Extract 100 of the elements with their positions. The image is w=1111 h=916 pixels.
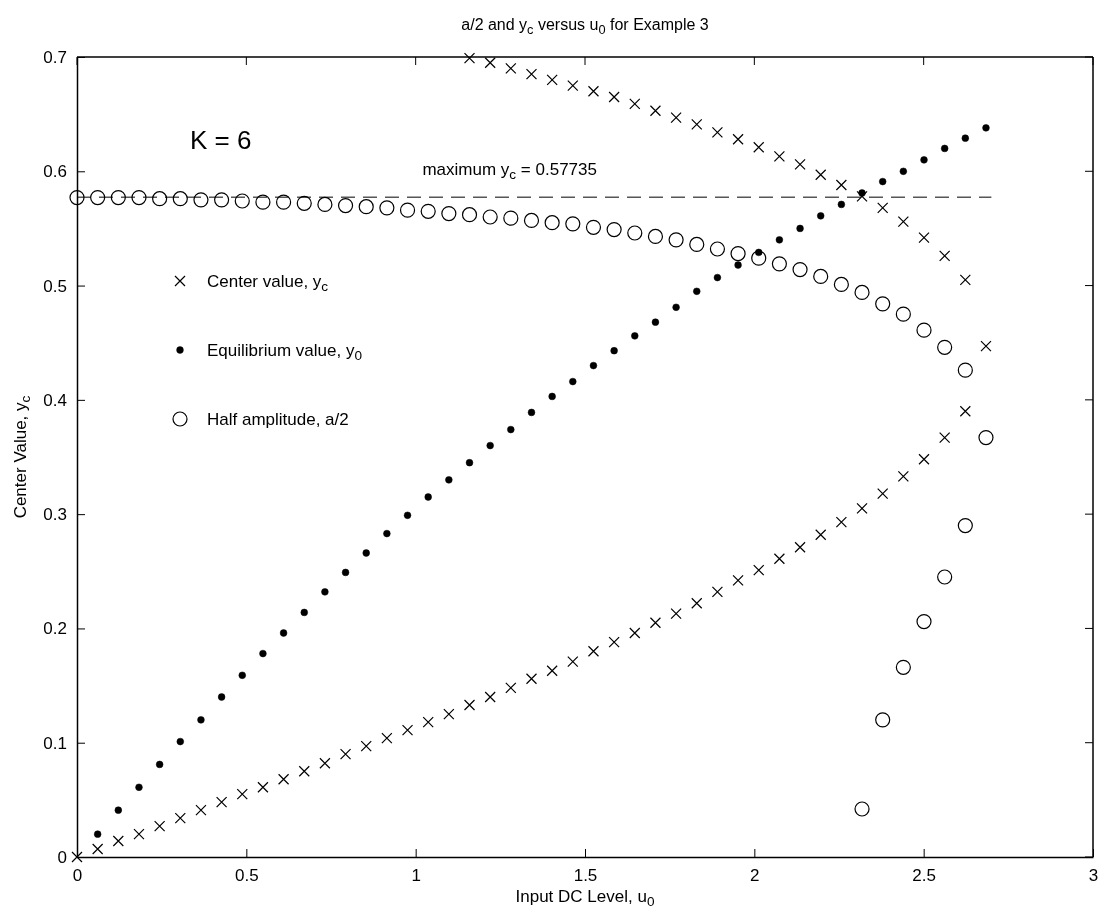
point <box>771 256 787 272</box>
chart-title: a/2 and y$_{c}$ versus u$_{0}$ for Example 3 <box>461 16 709 37</box>
point <box>606 221 622 238</box>
point <box>796 224 804 233</box>
point <box>875 296 891 312</box>
point <box>937 339 953 355</box>
point <box>176 737 184 746</box>
y-tick-label: 0 <box>57 847 67 867</box>
point <box>730 245 746 262</box>
point <box>461 207 478 223</box>
point <box>647 228 664 245</box>
y-tick-label: 0.4 <box>43 390 67 410</box>
point <box>337 197 354 214</box>
y-tick-label: 0.2 <box>43 619 67 639</box>
point <box>631 332 639 340</box>
y-tick-label: 0.1 <box>43 733 67 753</box>
point <box>813 268 829 285</box>
ref-line-label: maximum y$_{c}$ = 0.57735 <box>422 160 597 183</box>
point <box>420 203 436 219</box>
x-tick-label: 0.5 <box>235 866 259 886</box>
point <box>503 210 519 226</box>
point <box>527 408 536 417</box>
point <box>854 801 870 817</box>
point <box>114 806 122 814</box>
point <box>197 716 205 724</box>
point <box>358 199 374 215</box>
point <box>858 189 866 197</box>
point <box>668 232 684 248</box>
point <box>672 303 680 311</box>
point <box>94 830 102 838</box>
point <box>424 493 432 501</box>
point <box>259 649 267 658</box>
point <box>548 392 556 401</box>
point <box>837 200 846 209</box>
y-tick-label: 0.5 <box>43 276 67 296</box>
point <box>217 693 226 701</box>
y-tick-label: 0.6 <box>43 162 67 182</box>
point <box>833 276 849 293</box>
point <box>544 215 560 231</box>
point <box>441 205 457 222</box>
point <box>486 441 494 450</box>
point <box>651 318 660 326</box>
point <box>610 347 618 355</box>
point <box>709 241 726 257</box>
point <box>916 322 932 338</box>
point <box>875 712 891 728</box>
point <box>978 429 994 446</box>
point <box>296 195 312 211</box>
point <box>689 236 705 253</box>
point <box>90 189 106 206</box>
point <box>982 124 990 132</box>
x-tick-label: 2 <box>750 866 760 886</box>
point <box>792 261 808 278</box>
x-axis-title: Input DC Level, u$_{0}$ <box>515 887 655 910</box>
x-tick-label: 3 <box>1088 866 1099 886</box>
point <box>899 167 907 175</box>
y-tick-label: 0.3 <box>43 505 67 525</box>
y-tick-label: 0.7 <box>43 47 67 67</box>
point <box>957 362 973 378</box>
point <box>379 200 395 216</box>
point <box>751 250 767 266</box>
point <box>895 659 911 675</box>
point <box>507 425 515 434</box>
point <box>817 212 825 220</box>
point <box>589 361 598 370</box>
point <box>362 549 370 557</box>
point <box>920 156 928 164</box>
legend-label: Center value, y$_{c}$ <box>207 272 329 295</box>
point <box>961 134 969 142</box>
point <box>172 191 188 207</box>
point <box>734 261 742 269</box>
point <box>152 191 168 207</box>
point <box>775 236 784 244</box>
point <box>399 202 416 218</box>
point <box>445 476 453 484</box>
point <box>135 783 143 791</box>
point <box>234 193 250 209</box>
point <box>523 212 540 229</box>
point <box>693 287 701 295</box>
point <box>300 608 308 617</box>
point <box>957 517 973 534</box>
x-tick-label: 1 <box>411 866 421 886</box>
point <box>585 219 602 235</box>
point <box>713 273 722 282</box>
point <box>854 284 870 301</box>
legend-label: Half amplitude, a/2 <box>207 410 349 429</box>
x-tick-label: 0 <box>72 866 83 886</box>
point <box>627 225 643 241</box>
point <box>403 511 412 519</box>
legend-label: Equilibrium value, y$_{0}$ <box>207 341 363 364</box>
point <box>569 377 577 386</box>
point <box>482 209 498 225</box>
point <box>383 529 391 538</box>
point <box>255 194 271 210</box>
point <box>941 144 949 153</box>
point <box>110 189 126 206</box>
point <box>916 613 932 630</box>
point <box>937 569 953 585</box>
annotation: K = 6 <box>190 125 252 155</box>
point <box>565 216 581 232</box>
